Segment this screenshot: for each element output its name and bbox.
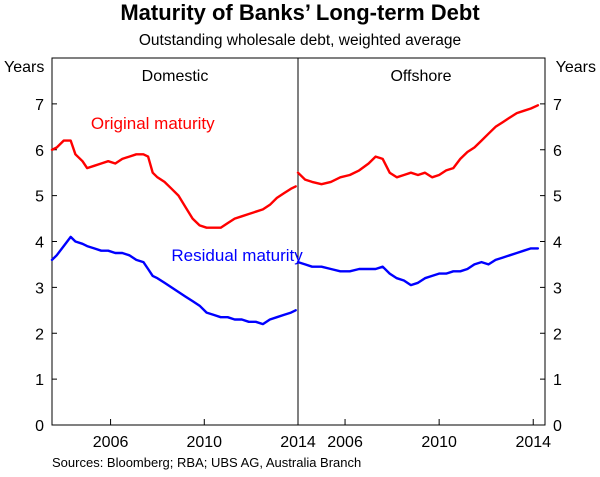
source-note: Sources: Bloomberg; RBA; UBS AG, Austral… — [52, 455, 361, 470]
y-tick-label-left: 7 — [35, 97, 44, 114]
series-label-residual-maturity: Residual maturity — [171, 246, 303, 265]
panel-title-domestic: Domestic — [142, 68, 209, 85]
chart-subtitle: Outstanding wholesale debt, weighted ave… — [139, 32, 461, 49]
y-tick-label-right: 5 — [553, 189, 562, 206]
y-tick-label-left: 1 — [35, 372, 44, 389]
domestic-residual-maturity-line — [50, 235, 297, 326]
y-unit-left: Years — [4, 59, 44, 76]
x-tick-label-offshore: 2006 — [327, 434, 363, 451]
y-tick-label-right: 3 — [553, 280, 562, 297]
y-tick-label-right: 4 — [553, 235, 562, 252]
y-tick-label-left: 4 — [35, 235, 44, 252]
y-tick-label-left: 0 — [35, 418, 44, 435]
y-tick-label-right: 1 — [553, 372, 562, 389]
y-tick-label-right: 7 — [553, 97, 562, 114]
y-tick-label-left: 6 — [35, 143, 44, 160]
y-tick-label-right: 0 — [553, 418, 562, 435]
y-tick-label-left: 3 — [35, 280, 44, 297]
offshore-original-maturity-line — [296, 104, 540, 186]
y-tick-label-right: 2 — [553, 326, 562, 343]
panel-title-offshore: Offshore — [390, 68, 451, 85]
domestic-original-maturity-line — [50, 139, 297, 229]
y-tick-label-left: 5 — [35, 189, 44, 206]
x-tick-label-offshore: 2010 — [421, 434, 457, 451]
x-tick-label-domestic: 2006 — [93, 434, 129, 451]
y-tick-label-right: 6 — [553, 143, 562, 160]
x-tick-label-offshore: 2014 — [515, 434, 551, 451]
x-tick-label-domestic: 2010 — [186, 434, 222, 451]
series-label-original-maturity: Original maturity — [91, 114, 215, 133]
y-tick-label-left: 2 — [35, 326, 44, 343]
offshore-residual-maturity-line — [296, 247, 540, 287]
x-tick-label-domestic: 2014 — [280, 434, 316, 451]
y-unit-right: Years — [556, 59, 596, 76]
chart-title: Maturity of Banks’ Long-term Debt — [120, 0, 480, 25]
